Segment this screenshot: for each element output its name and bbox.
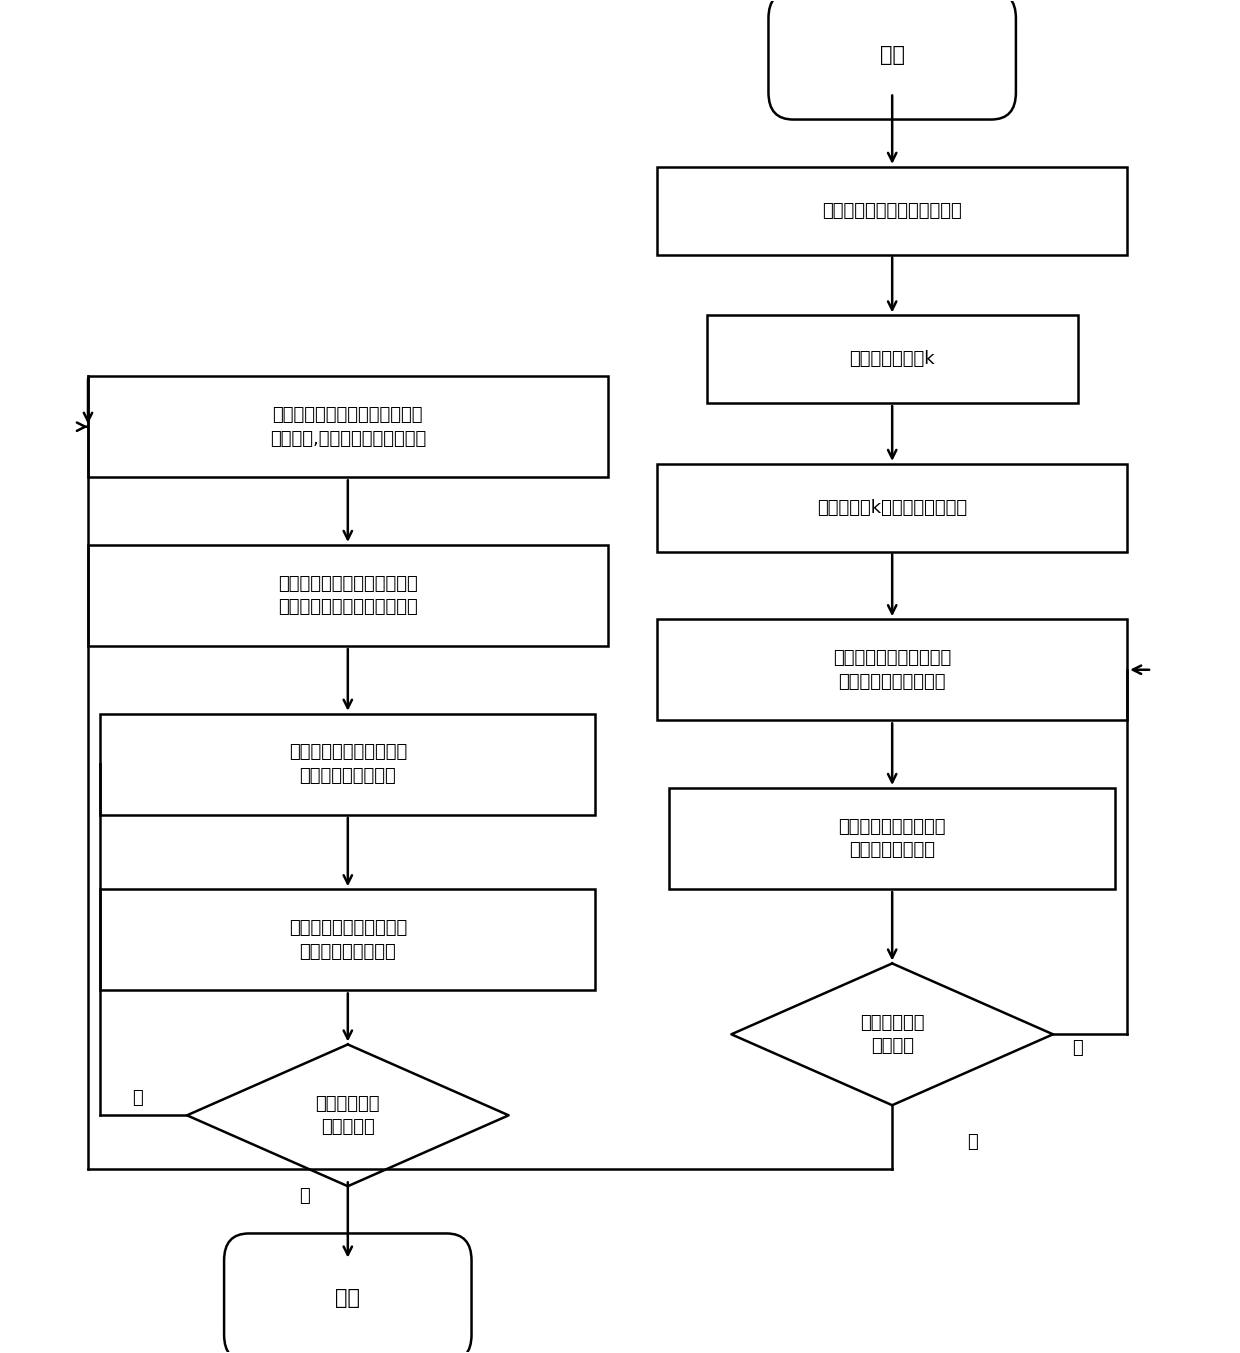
Bar	[88, 545, 608, 647]
Text: 计算上一步生成的新类与
之前类之间的相似度: 计算上一步生成的新类与 之前类之间的相似度	[289, 743, 407, 785]
Text: 所有负荷样本
划分到一类: 所有负荷样本 划分到一类	[315, 1095, 381, 1137]
Text: 计算优化聚类数k: 计算优化聚类数k	[849, 350, 935, 368]
Text: 将所有样本划分到其加权
欧式距离最近的类中心: 将所有样本划分到其加权 欧式距离最近的类中心	[833, 649, 951, 690]
Text: 开始: 开始	[879, 46, 905, 65]
Bar	[88, 376, 608, 478]
Text: 否: 否	[133, 1089, 143, 1107]
FancyBboxPatch shape	[224, 1234, 471, 1353]
Text: 结束: 结束	[335, 1288, 361, 1307]
Bar	[707, 315, 1078, 403]
Text: 将所有的聚类中心组合成一个新
的数据集,计算样本之间的相似度: 将所有的聚类中心组合成一个新 的数据集,计算样本之间的相似度	[269, 406, 425, 448]
Text: 优化聚类数k作为初始聚类中心: 优化聚类数k作为初始聚类中心	[817, 499, 967, 517]
Bar	[100, 889, 595, 990]
Text: 判断聚类中心
是否收敛: 判断聚类中心 是否收敛	[859, 1013, 925, 1055]
Text: 获取该支路的用户类型与数量: 获取该支路的用户类型与数量	[822, 202, 962, 219]
Text: 否: 否	[1073, 1039, 1084, 1057]
Polygon shape	[732, 963, 1053, 1105]
Bar	[100, 713, 595, 815]
Text: 计算每类的平均值作为
各类新的聚类中心: 计算每类的平均值作为 各类新的聚类中心	[838, 817, 946, 859]
Text: 是: 是	[299, 1188, 310, 1206]
Bar	[670, 787, 1115, 889]
Text: 按既定规则选取其中距离达到
要求的类别进行类间合并操作: 按既定规则选取其中距离达到 要求的类别进行类间合并操作	[278, 575, 418, 616]
Text: 计算上一步生成的新类与
之前类之间的相似度: 计算上一步生成的新类与 之前类之间的相似度	[289, 919, 407, 961]
FancyBboxPatch shape	[769, 0, 1016, 119]
Bar	[657, 464, 1127, 552]
Polygon shape	[187, 1045, 508, 1187]
Bar	[657, 166, 1127, 254]
Bar	[657, 620, 1127, 720]
Text: 是: 是	[967, 1134, 978, 1151]
